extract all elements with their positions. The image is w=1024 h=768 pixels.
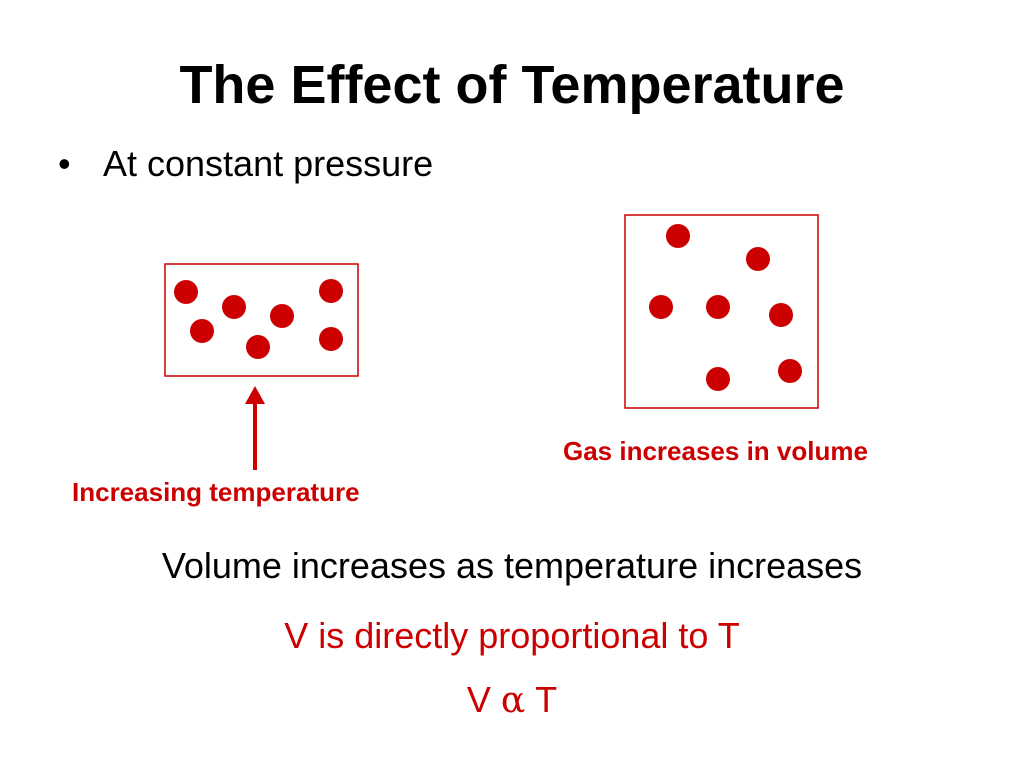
increasing-temperature-label: Increasing temperature [72, 477, 360, 507]
proportionality-formula: V α T [0, 682, 1024, 719]
gas-particle [319, 327, 343, 351]
slide-title: The Effect of Temperature [179, 55, 845, 115]
up-arrow-icon [245, 386, 265, 470]
gas-particle [190, 319, 214, 343]
gas-volume-label: Gas increases in volume [563, 436, 868, 466]
proportionality-statement: V is directly proportional to T [284, 615, 740, 656]
small-container-group [164, 263, 359, 377]
proportional-symbol: α [500, 680, 526, 721]
gas-particle [666, 224, 690, 248]
gas-particle [769, 303, 793, 327]
gas-particle [649, 295, 673, 319]
bullet-text: At constant pressure [103, 143, 434, 184]
large-container-group [624, 214, 819, 409]
gas-particle [246, 335, 270, 359]
formula-volume: V [466, 679, 491, 720]
gas-particle [706, 367, 730, 391]
bullet-point: • At constant pressure [58, 146, 433, 182]
gas-particle [174, 280, 198, 304]
gas-particle [270, 304, 294, 328]
formula-temperature: T [535, 679, 558, 720]
small-container [164, 263, 359, 377]
gas-particle [706, 295, 730, 319]
volume-temperature-statement: Volume increases as temperature increase… [161, 545, 863, 586]
bullet-marker: • [58, 143, 71, 184]
gas-particle [746, 247, 770, 271]
large-container [624, 214, 819, 409]
gas-particle [778, 359, 802, 383]
gas-particle [319, 279, 343, 303]
gas-particle [222, 295, 246, 319]
